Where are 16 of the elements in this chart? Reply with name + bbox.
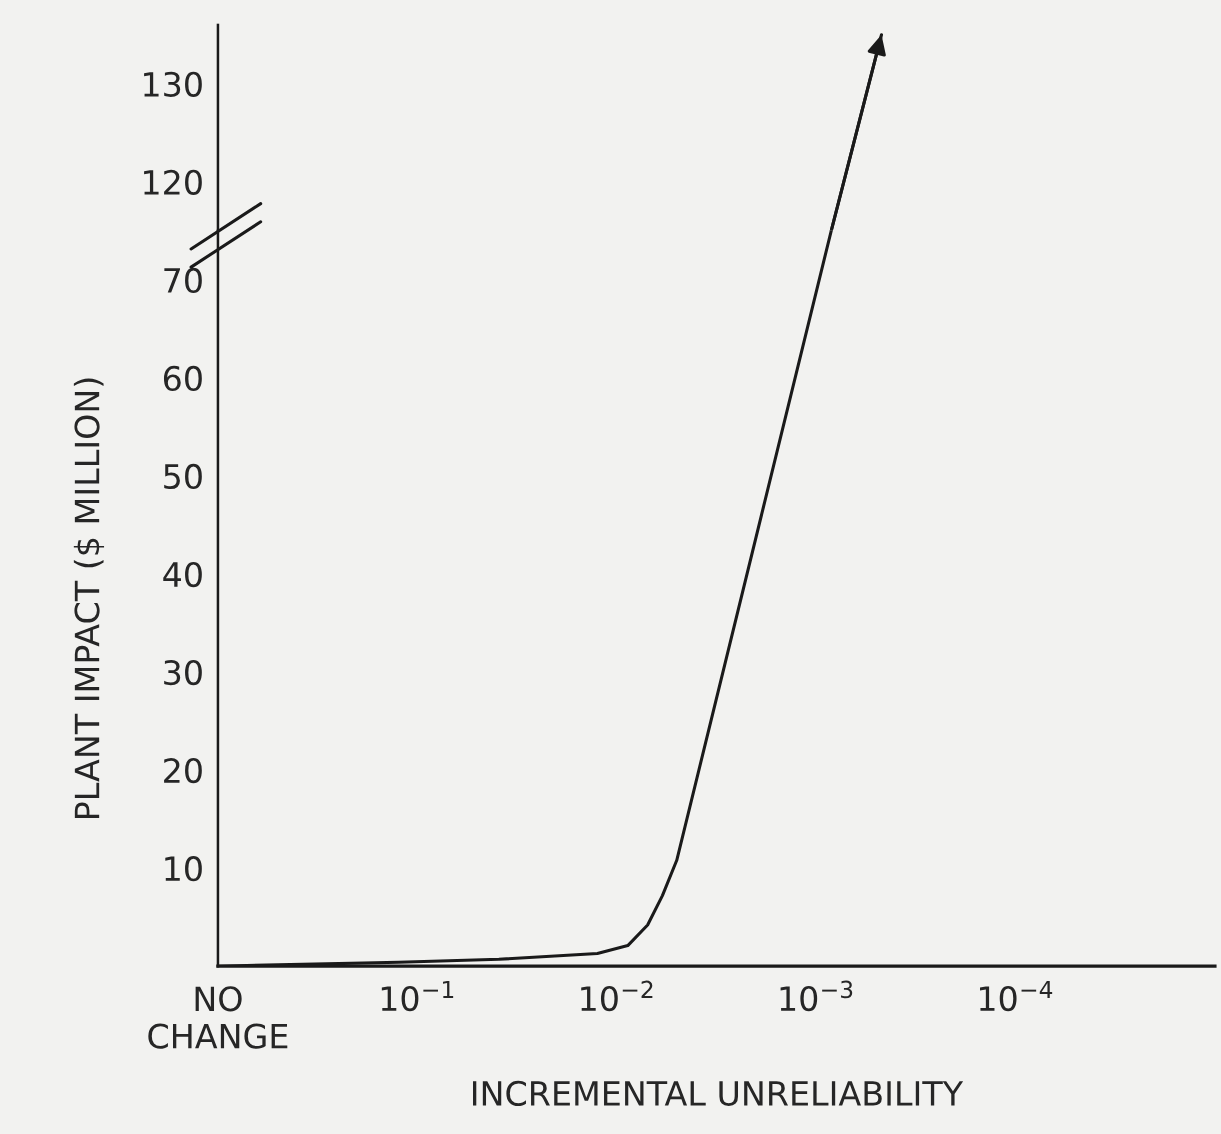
x-tick-label: 10$^{−2}$ bbox=[581, 980, 653, 1012]
y-axis-title: PLANT IMPACT ($ MILLION) bbox=[73, 378, 105, 819]
y-tick-label: 70 bbox=[164, 267, 202, 293]
y-tick-label: 40 bbox=[163, 561, 202, 588]
y-tick-label: 30 bbox=[164, 659, 202, 686]
y-tick-label: 20 bbox=[164, 758, 202, 784]
x-tick-label: 10$^{−1}$ bbox=[381, 980, 454, 1012]
x-tick-label: 10$^{−3}$ bbox=[780, 980, 853, 1012]
x-tick-label: NO CHANGE bbox=[148, 986, 288, 1049]
y-tick-label: 120 bbox=[144, 169, 202, 195]
y-tick-label: 10 bbox=[165, 856, 202, 882]
y-tick-label: 130 bbox=[144, 71, 202, 97]
y-tick-label: 50 bbox=[164, 463, 202, 490]
y-tick-label: 60 bbox=[163, 365, 202, 392]
x-axis-title: INCREMENTAL UNRELIABILITY bbox=[473, 1080, 964, 1106]
x-tick-label: 10$^{−4}$ bbox=[980, 980, 1053, 1012]
